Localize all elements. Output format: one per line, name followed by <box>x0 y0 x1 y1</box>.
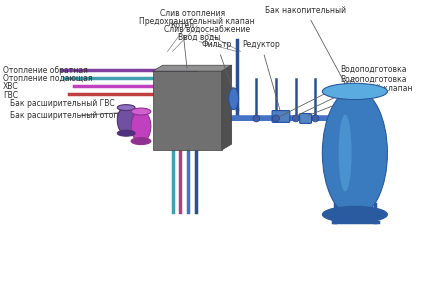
Text: Водоподготовка: Водоподготовка <box>279 65 407 117</box>
Circle shape <box>273 115 280 122</box>
Ellipse shape <box>117 107 135 134</box>
Text: Обратный клапан: Обратный клапан <box>308 84 413 115</box>
Text: Фильтр: Фильтр <box>202 41 233 89</box>
Circle shape <box>312 115 319 122</box>
Circle shape <box>253 115 260 122</box>
Ellipse shape <box>117 130 135 136</box>
Text: Отопление обратная: Отопление обратная <box>3 66 88 74</box>
Text: Редуктор: Редуктор <box>243 41 280 111</box>
Text: ГВС: ГВС <box>3 91 18 100</box>
Polygon shape <box>153 71 222 150</box>
Polygon shape <box>153 65 232 71</box>
Text: Слив водоснабжение: Слив водоснабжение <box>164 25 250 34</box>
Ellipse shape <box>322 83 387 100</box>
Ellipse shape <box>322 89 387 217</box>
FancyBboxPatch shape <box>272 111 290 122</box>
Ellipse shape <box>131 111 151 142</box>
Ellipse shape <box>117 105 135 111</box>
Text: Предохранительный клапан: Предохранительный клапан <box>139 17 255 26</box>
Polygon shape <box>222 65 232 150</box>
Text: Котел: Котел <box>170 21 194 68</box>
Ellipse shape <box>131 108 151 115</box>
Text: Бак расширительный ГВС: Бак расширительный ГВС <box>10 99 123 108</box>
Ellipse shape <box>229 88 239 110</box>
Ellipse shape <box>131 138 151 145</box>
Text: Бак накопительный: Бак накопительный <box>265 6 353 99</box>
Text: Водоподготовка: Водоподготовка <box>293 74 407 117</box>
Text: Слив отопления: Слив отопления <box>160 9 225 18</box>
Text: Бак расширительный отопление: Бак расширительный отопление <box>10 111 143 120</box>
Ellipse shape <box>339 114 352 191</box>
Circle shape <box>292 115 299 122</box>
Ellipse shape <box>322 206 387 223</box>
Text: Ввод воды: Ввод воды <box>178 32 220 42</box>
FancyBboxPatch shape <box>300 114 311 123</box>
Text: Отопление подающая: Отопление подающая <box>3 74 92 83</box>
Text: ХВС: ХВС <box>3 82 18 91</box>
